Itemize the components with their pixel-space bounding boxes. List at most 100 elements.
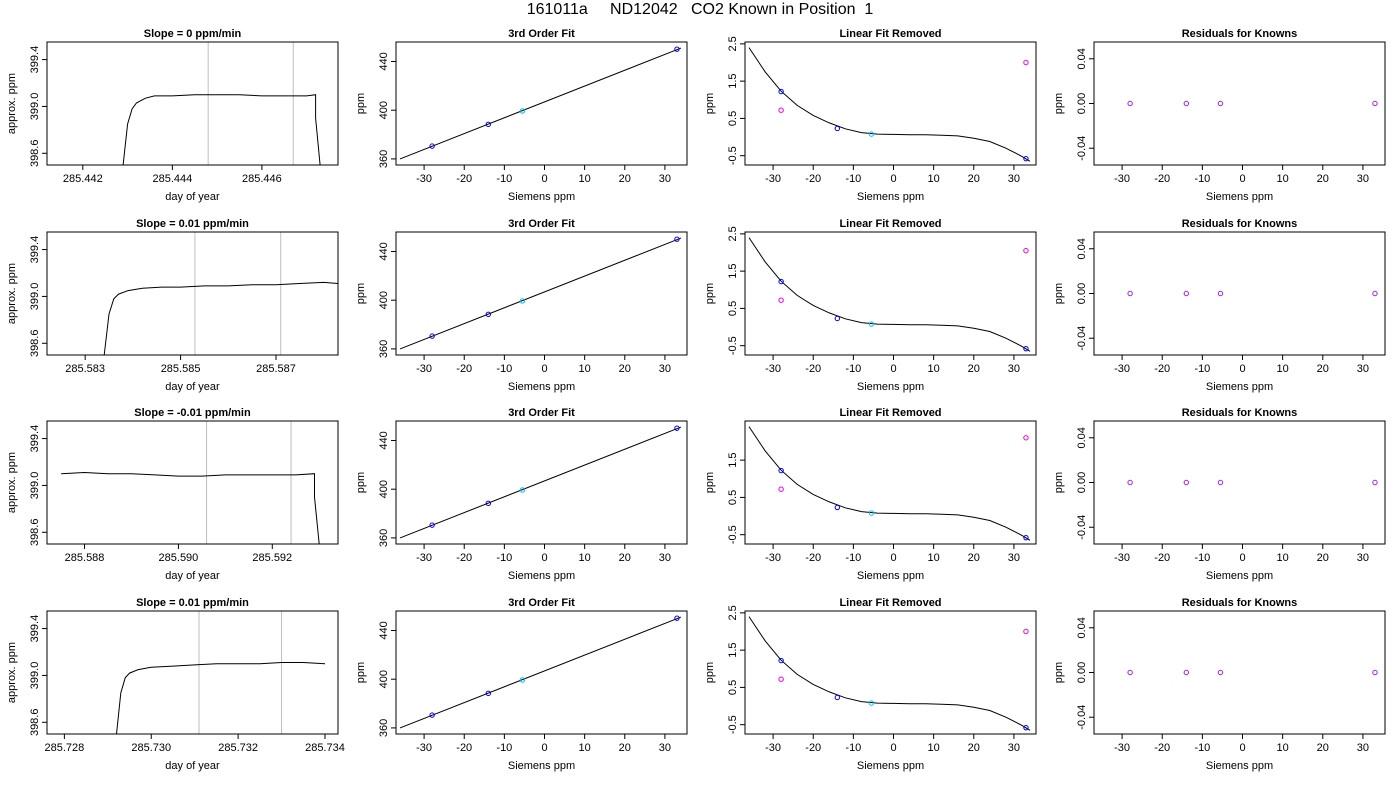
x-tick-label: 30 [1008,363,1020,375]
data-point [868,321,875,327]
data-point [778,107,784,113]
y-tick-label: 0.04 [1076,427,1088,448]
data-point [519,487,526,493]
y-tick-label: 360 [378,529,390,547]
x-tick-label: 0 [541,363,547,375]
data-point [1023,247,1029,254]
plot-area [1127,479,1378,486]
data-point [674,425,680,431]
plot-frame [395,610,688,735]
data-point [1023,628,1029,635]
y-tick-label: 0.5 [727,680,739,695]
data-point [485,500,492,507]
y-tick-label: 400 [378,101,390,119]
plot-frame [46,231,339,356]
chart-panel-r4-c2: -30 -20 -10 0 10 20 30 360 400 440 3rd Order Fit Si… [355,597,688,772]
plot-area [748,616,1031,731]
plot-frame [1093,41,1386,166]
x-tick-label: -30 [1114,742,1130,754]
plot-frame [46,610,339,735]
plot-area [748,237,1031,352]
data-point [778,297,784,303]
data-point [1217,290,1224,297]
panel-title: 3rd Order Fit [508,597,575,609]
y-tick-label: 0.5 [727,111,739,126]
data-point [834,504,841,511]
x-tick-label: 30 [1357,173,1369,185]
x-axis-label: Siemens ppm [1206,570,1273,582]
y-tick-label: 2.5 [727,605,739,620]
y-tick-label: -0.5 [727,525,739,544]
x-tick-label: 30 [1357,742,1369,754]
plot-area [399,46,682,160]
panel-title: Linear Fit Removed [839,407,941,419]
panel-title: Residuals for Knowns [1182,597,1298,609]
x-tick-label: 285.728 [44,742,84,754]
plot-area [1127,669,1378,676]
x-tick-label: 285.590 [159,552,199,564]
x-axis-label: Siemens ppm [508,191,575,203]
x-tick-label: -20 [456,173,472,185]
data-point [429,333,435,339]
y-tick-label: 0.04 [1076,48,1088,69]
x-tick-label: 0 [1239,363,1245,375]
plot-frame [744,41,1037,166]
plot-frame [395,231,688,356]
x-tick-label: 20 [619,173,631,185]
data-point [1183,290,1190,297]
data-point [674,615,680,621]
data-point [834,694,841,701]
x-tick-label: 20 [968,742,980,754]
x-tick-label: 20 [619,552,631,564]
x-tick-label: 0 [1239,742,1245,754]
x-tick-label: -10 [1194,173,1210,185]
x-tick-label: -10 [1194,363,1210,375]
panel-title: 3rd Order Fit [508,28,575,40]
panel-title: Residuals for Knowns [1182,218,1298,230]
x-tick-label: 20 [619,742,631,754]
concentration-trace [61,471,320,544]
plot-area [399,236,682,350]
panel-title: Slope = 0.01 ppm/min [136,218,249,230]
data-point [1217,100,1224,107]
x-tick-label: 30 [1357,363,1369,375]
y-axis-label: ppm [704,472,716,493]
figure-title: 161011a ND12042 CO2 Known in Position 1 [526,1,874,18]
x-tick-label: 285.732 [218,742,258,754]
chart-panel-r1-c1: 285.442 285.444 285.446 398.6 399.0 399.4 Slop… [6,28,339,203]
plot-area [122,94,321,165]
y-tick-label: 360 [378,150,390,168]
y-tick-label: 399.0 [29,283,41,311]
fit-line [399,426,682,539]
y-tick-label: 440 [378,431,390,449]
x-tick-label: 20 [1317,363,1329,375]
x-tick-label: 10 [1277,742,1289,754]
x-tick-label: 20 [1317,173,1329,185]
x-axis-label: Siemens ppm [1206,760,1273,772]
data-point [1372,100,1378,107]
data-point [1183,479,1190,486]
y-tick-label: 360 [378,340,390,358]
x-axis-label: day of year [165,191,220,203]
data-point [485,121,492,128]
chart-panel-r4-c4: -30 -20 -10 0 10 20 30 -0.04 0.00 0.04 Residuals f… [1053,597,1386,772]
data-point [1217,479,1224,486]
x-tick-label: -20 [456,363,472,375]
x-axis-label: Siemens ppm [857,570,924,582]
data-point [1023,534,1029,541]
x-tick-label: -30 [416,552,432,564]
plot-frame [46,420,339,545]
data-point [429,712,435,718]
y-tick-label: 398.6 [29,140,41,168]
panel-title: Slope = 0.01 ppm/min [136,597,249,609]
y-tick-label: 398.6 [29,519,41,547]
x-tick-label: -10 [845,363,861,375]
x-tick-label: 285.730 [131,742,171,754]
x-tick-label: -30 [765,173,781,185]
x-tick-label: 20 [968,552,980,564]
x-tick-label: 285.588 [65,552,105,564]
chart-panel-r1-c2: -30 -20 -10 0 10 20 30 360 400 440 3rd Order Fit Si… [355,28,688,203]
x-tick-label: 0 [890,552,896,564]
y-tick-label: 2.5 [727,226,739,241]
